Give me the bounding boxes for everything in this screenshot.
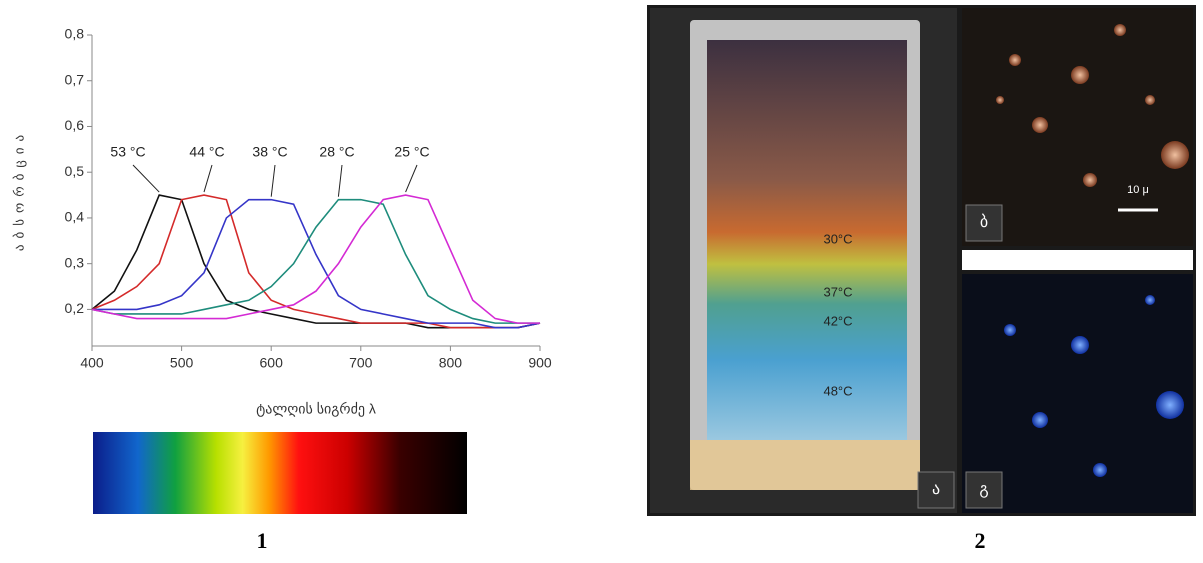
panel-number: 2 [975,528,986,553]
panel-letter: გ [979,481,988,498]
x-tick-label: 800 [439,355,463,371]
label-arrow [405,164,418,193]
temp-label: 30°C [823,231,852,246]
panel-letter: ბ [980,213,988,231]
y-tick-label: 0,6 [65,117,85,133]
series-label: 28 °C [319,144,354,160]
panel-letter: ა [932,481,940,498]
label-arrow [270,164,276,197]
series-label: 53 °C [110,144,145,160]
series-line [92,198,541,329]
series-label: 44 °C [189,144,224,160]
label-arrow [132,164,160,193]
photo: 10 μ 30°C 37°C 42°C 48°C ა ბ გ [647,5,1196,516]
temp-label: 37°C [823,284,852,299]
y-tick-label: 0,8 [65,26,85,42]
series-line [91,198,540,324]
x-tick-label: 500 [170,355,194,371]
x-tick-label: 700 [349,355,373,371]
series-label: 25 °C [394,144,429,160]
series-line [91,194,540,324]
series-line [91,194,541,329]
series-label: 38 °C [252,144,287,160]
y-tick-label: 0,4 [65,209,85,225]
x-tick-label: 600 [260,355,284,371]
color-bar [93,432,467,514]
panel-number: 1 [257,528,268,553]
x-tick-label: 400 [80,355,104,371]
y-tick-label: 0,7 [65,71,85,87]
y-axis-label: აბსორბცია [11,129,27,251]
temp-label: 42°C [823,313,852,328]
spectra-chart: 0,2 0,3 0,4 0,5 0,6 0,7 0,8 400 500 600 700 800 900 ტ… [11,26,551,418]
y-tick-label: 0,5 [65,163,85,179]
x-axis-label: ტალღის სიგრძე λ [256,401,376,418]
label-arrow [203,164,213,193]
x-tick-label: 900 [528,355,552,371]
scale-label: 10 μ [1127,184,1149,196]
temp-label: 48°C [823,383,852,398]
y-tick-label: 0,3 [65,254,85,270]
label-arrow [337,164,343,197]
y-tick-label: 0,2 [65,300,85,316]
